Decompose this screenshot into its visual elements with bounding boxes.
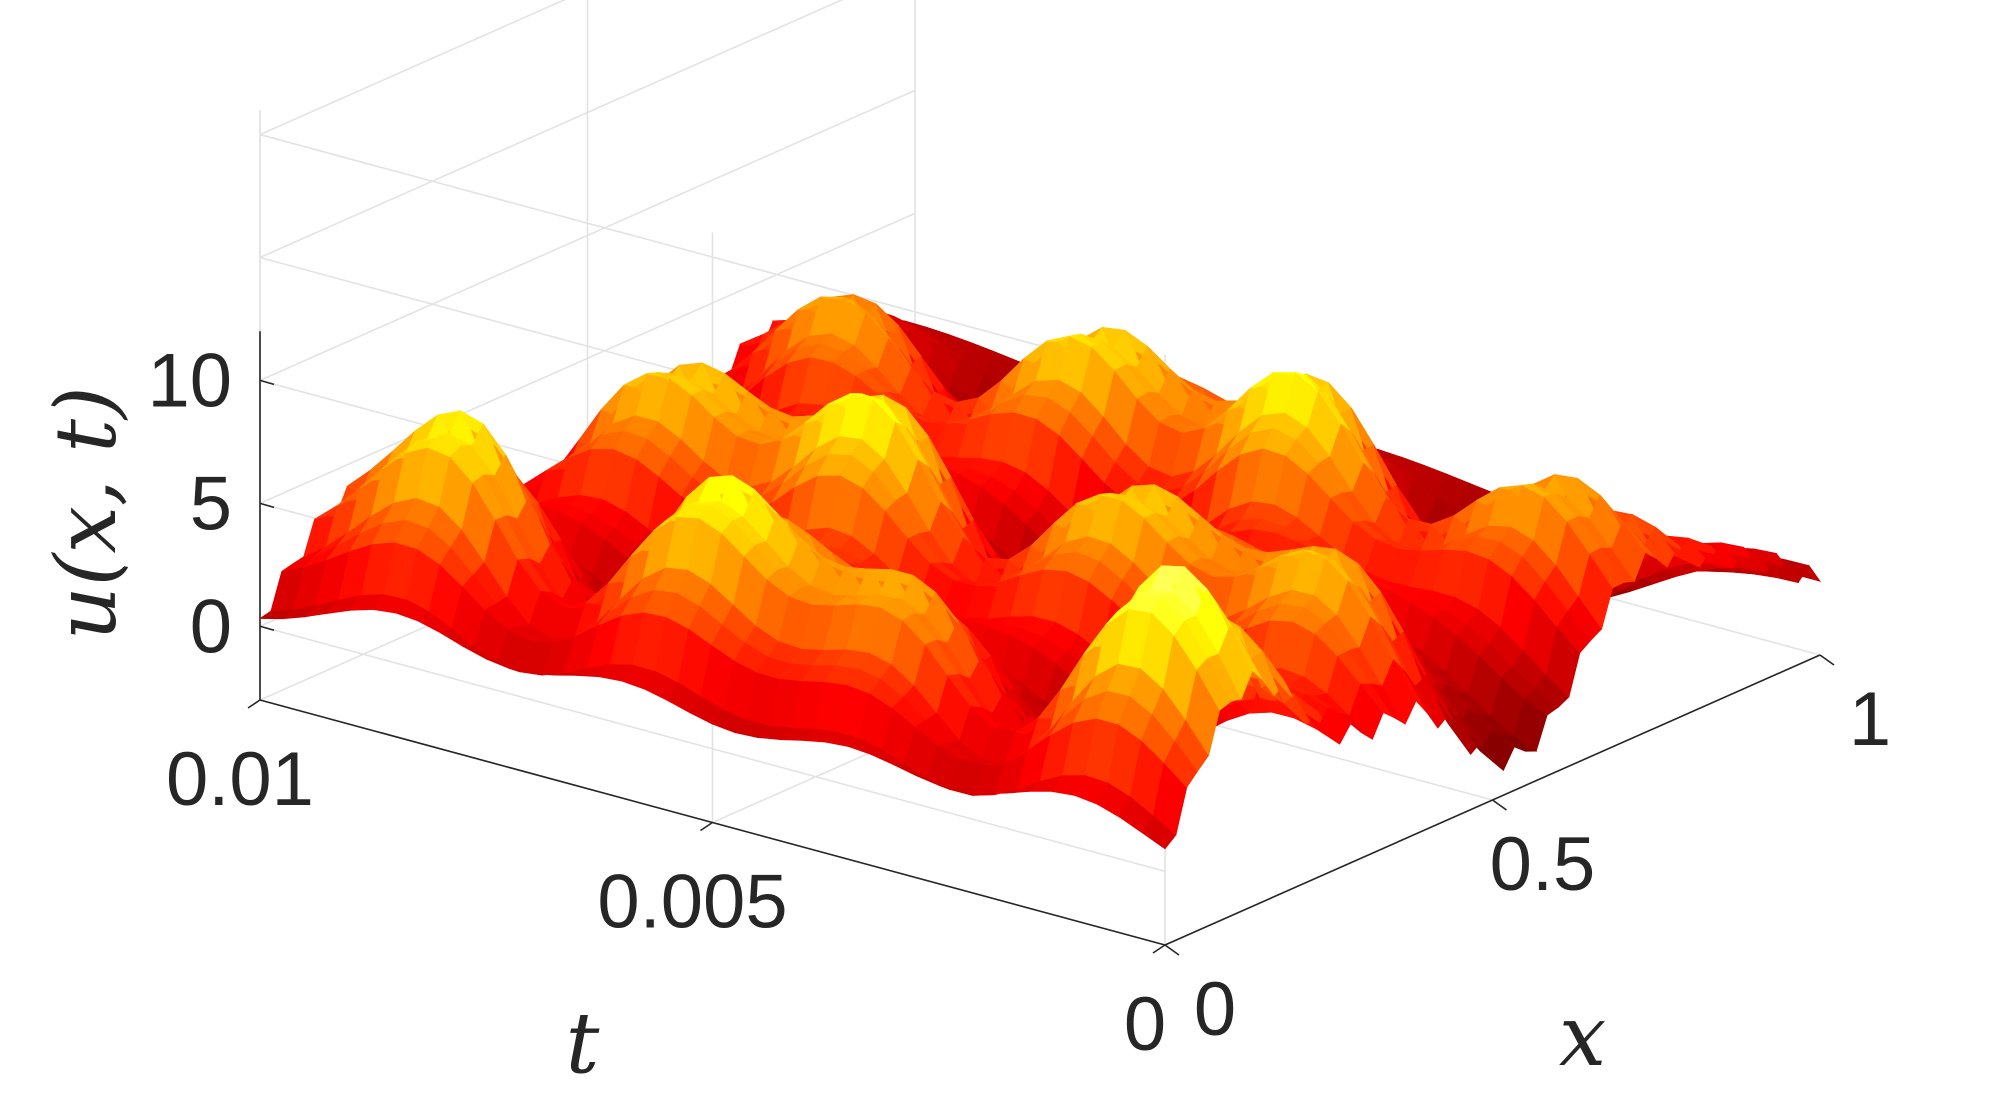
t-tick-label: 0.01 — [166, 737, 314, 822]
x-axis-tick — [1819, 654, 1835, 666]
x-axis-label: x — [1559, 987, 1606, 1085]
t-axis-label: t — [566, 995, 600, 1093]
t-tick-label: 0.005 — [597, 860, 787, 945]
u-tick-label: 0 — [190, 584, 232, 669]
x-axis-tick — [1492, 799, 1507, 811]
surface-patch — [1785, 559, 1821, 582]
u-axis-label: u(x, t) — [37, 386, 135, 640]
u-tick-label: 10 — [147, 338, 232, 423]
t-axis-tick — [1152, 944, 1166, 954]
u-axis-tick — [259, 379, 275, 386]
x-tick-label: 0 — [1194, 967, 1236, 1052]
grid-line-back-wall — [259, 0, 566, 136]
x-tick-label: 1 — [1849, 677, 1891, 762]
x-tick-label: 0.5 — [1490, 822, 1596, 907]
surface — [258, 293, 1821, 850]
u-axis-tick — [259, 502, 275, 509]
t-axis-tick — [247, 699, 261, 709]
u-axis-tick — [259, 625, 275, 632]
t-axis-tick — [700, 821, 713, 832]
axes — [247, 331, 1835, 956]
t-tick-label: 0 — [1124, 982, 1166, 1067]
u-tick-label: 5 — [190, 461, 232, 546]
x-axis-tick — [1164, 944, 1180, 956]
